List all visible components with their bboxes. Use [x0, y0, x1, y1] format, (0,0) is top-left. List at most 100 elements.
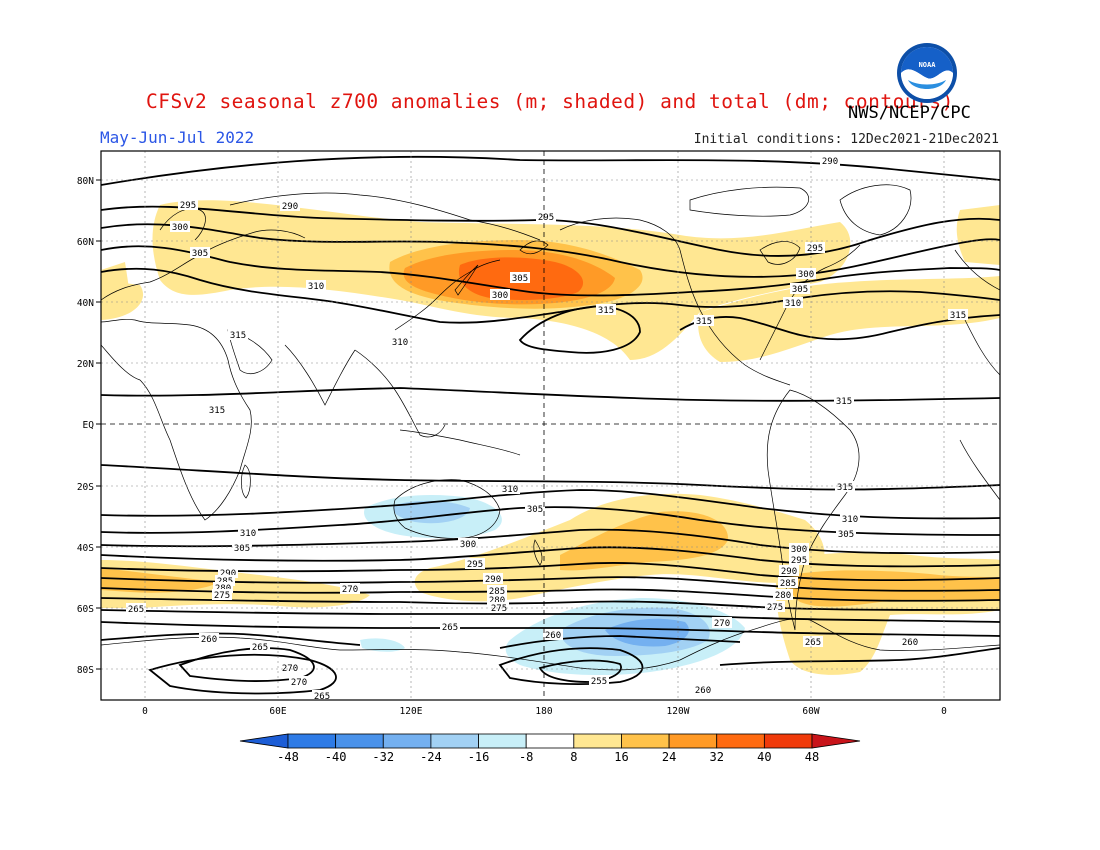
coast-china [394, 259, 501, 331]
contour-label: 260 [201, 635, 217, 645]
contour-label: 315 [950, 311, 966, 321]
contour-label: 285 [489, 587, 505, 597]
contour-315-pacific [518, 305, 641, 354]
noaa-logo-icon: NOAA [897, 43, 957, 103]
latitude-labels: 80N 60N 40N 20N EQ 20S 40S 60S 80S [77, 176, 94, 676]
coast-antarctica [101, 618, 1000, 671]
contour-label: 310 [785, 299, 801, 309]
contour-label: 280 [775, 591, 791, 601]
colorbar-segment [621, 733, 670, 749]
coast-hudson [759, 241, 801, 265]
contour-label: 260 [902, 638, 918, 648]
coast-africa-right2 [959, 439, 1000, 501]
contour-315-na [679, 314, 1000, 341]
contour-290-nh [101, 155, 1000, 186]
contour-295-sh [101, 546, 1000, 568]
colorbar-segment [287, 733, 337, 749]
colorbar-segment [811, 733, 861, 749]
colorbar-segment [239, 733, 289, 749]
contour-label: 290 [485, 575, 501, 585]
colorbar-segment [668, 733, 718, 749]
contour-270-sh [101, 609, 1000, 623]
colorbar-tick-label: 32 [710, 750, 724, 764]
coast-arabia [227, 329, 273, 374]
contour-305-nh [101, 245, 1000, 297]
contour-260-sh2 [499, 635, 741, 649]
anomaly-negative-antarctic3 [605, 618, 689, 647]
contour-label: 315 [209, 406, 225, 416]
latitude-ticks [96, 179, 101, 670]
coast-na-west [679, 249, 791, 386]
coast-sa [766, 389, 860, 631]
lat-label: 60S [77, 604, 94, 615]
contour-label: 260 [545, 631, 561, 641]
organization-label: NWS/NCEP/CPC [848, 103, 971, 123]
contour-label: 290 [220, 569, 236, 579]
coast-africa-right [964, 319, 1000, 376]
lon-label: 0 [142, 706, 148, 717]
contour-label: 305 [792, 285, 808, 295]
coast-scandinavia [159, 208, 206, 241]
colorbar-segment [763, 733, 813, 749]
contour-label: 315 [598, 306, 614, 316]
lat-lon-gridlines [101, 151, 1000, 700]
contour-label: 265 [805, 638, 821, 648]
colorbar-tick-label: -40 [325, 750, 347, 764]
contour-label: 290 [822, 157, 838, 167]
contour-label: 270 [342, 585, 358, 595]
contour-label: 315 [230, 331, 246, 341]
colorbar-tick-label: 16 [614, 750, 628, 764]
contour-label: 290 [781, 567, 797, 577]
coast-greenland [839, 184, 912, 236]
contour-label: 270 [282, 664, 298, 674]
contour-label: 265 [252, 643, 268, 653]
coast-india [284, 344, 356, 406]
contour-label: 310 [502, 485, 518, 495]
colorbar-segment [478, 733, 527, 749]
coast-europe-right [954, 249, 1000, 291]
coast-arctic-canada [689, 186, 810, 217]
colorbar-tick-label: 24 [662, 750, 676, 764]
contour-label: 310 [308, 282, 324, 292]
contour-label: 280 [489, 596, 505, 606]
equator-dateline [101, 151, 1000, 700]
colorbar: -48 -40 -32 -24 -16 -8 8 16 24 32 40 48 [239, 733, 861, 764]
contour-300-nh [101, 223, 1000, 278]
logo-text: NOAA [919, 61, 937, 69]
contour-label: 305 [512, 274, 528, 284]
colorbar-tick-label: -16 [468, 750, 490, 764]
contour-label: 315 [837, 483, 853, 493]
anomaly-orange-spacific [560, 511, 729, 571]
figure-title: CFSv2 seasonal z700 anomalies (m; shaded… [146, 90, 954, 113]
contour-label: 265 [442, 623, 458, 633]
coast-africa-west [101, 319, 252, 521]
lon-label: 120E [400, 706, 423, 717]
contour-310-nh [101, 267, 1000, 324]
contour-label: 315 [696, 317, 712, 327]
coast-nz [533, 539, 543, 566]
season-label: May-Jun-Jul 2022 [100, 128, 255, 147]
contour-300-sh [101, 528, 1000, 555]
contour-label: 290 [282, 202, 298, 212]
contour-label: 255 [591, 677, 607, 687]
lat-label: EQ [83, 420, 95, 431]
contour-label: 315 [836, 397, 852, 407]
coast-alaska [559, 217, 681, 251]
map-frame [100, 150, 1001, 701]
coast-seasia [354, 349, 446, 438]
coast-asia-north [229, 192, 541, 241]
contour-label: 275 [767, 603, 783, 613]
contour-label: 265 [314, 692, 330, 702]
contour-label: 285 [780, 579, 796, 589]
contour-label: 275 [214, 591, 230, 601]
contour-labels: 290 295 300 305 310 315 305 300 295 315 … [126, 155, 968, 702]
contour-label: 295 [791, 556, 807, 566]
contour-260-ant [498, 647, 644, 685]
contour-label: 305 [838, 530, 854, 540]
colorbar-tick-label: -32 [372, 750, 394, 764]
contour-label: 270 [291, 678, 307, 688]
colorbar-tick-label: -24 [420, 750, 442, 764]
contour-label: 305 [192, 249, 208, 259]
initial-conditions-label: Initial conditions: 12Dec2021-21Dec2021 [693, 132, 999, 147]
